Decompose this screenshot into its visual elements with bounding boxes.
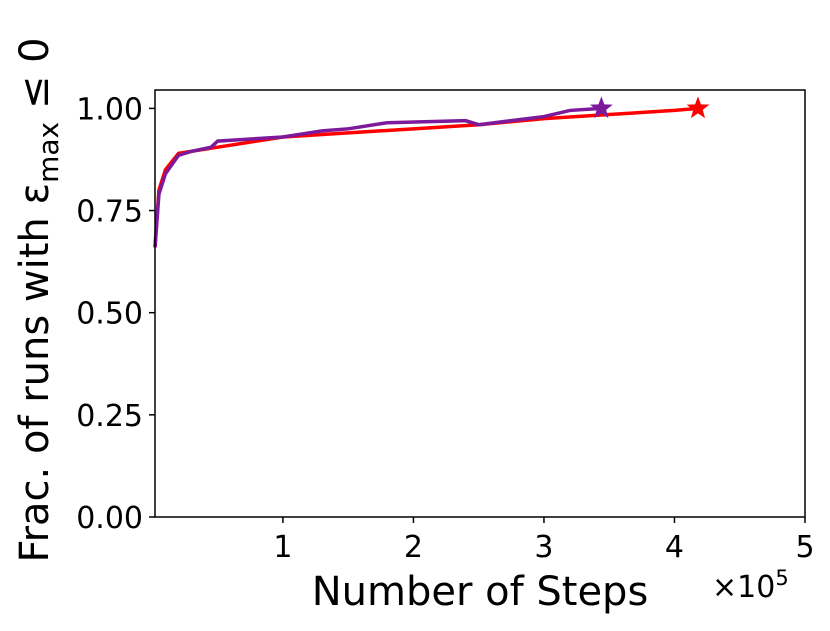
y-axis-label: Frac. of runs with εmax ≤ 0 [12,37,65,562]
x-tick-label: 4 [665,530,684,565]
y-tick-label: 0.00 [76,501,143,536]
y-tick-label: 0.25 [76,399,143,434]
x-tick-label: 3 [534,530,553,565]
x-offset-label: ×105 [712,566,789,605]
x-tick-label: 5 [795,530,814,565]
plot-frame [154,89,806,518]
x-axis-label: Number of Steps [312,569,649,615]
line [153,106,699,248]
end-marker [589,96,613,119]
y-tick-label: 1.00 [76,92,143,127]
end-marker [686,96,710,119]
line [153,106,602,248]
x-tick-label: 2 [404,530,423,565]
x-tick-label: 1 [273,530,292,565]
y-tick-label: 0.50 [76,297,143,332]
y-tick-label: 0.75 [76,195,143,230]
